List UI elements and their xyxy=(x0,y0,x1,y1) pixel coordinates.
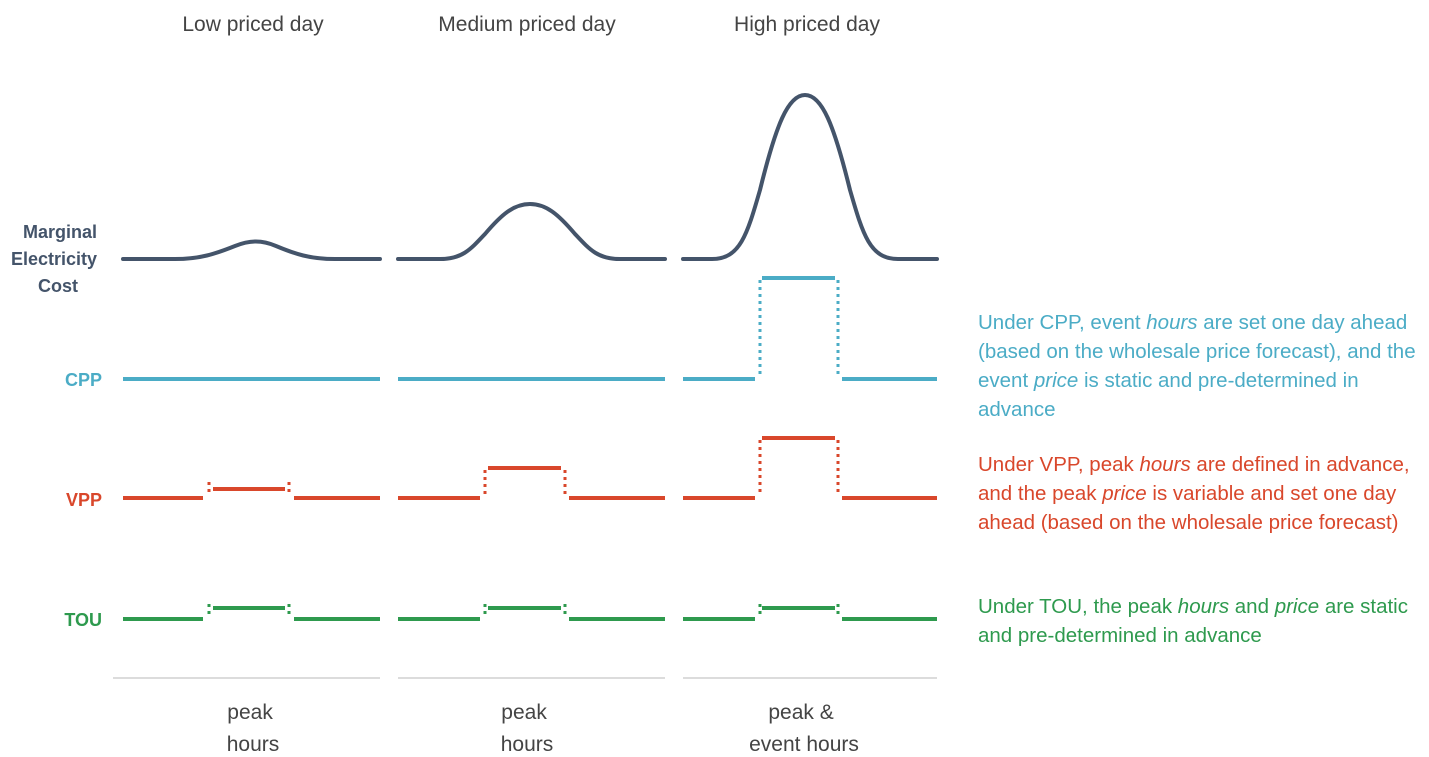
row-label-tou: TOU xyxy=(64,610,102,630)
row-label-marginal-cost: Marginal Electricity Cost xyxy=(11,222,102,296)
vpp-lines xyxy=(123,436,937,500)
row-label-cpp: CPP xyxy=(65,370,102,390)
cost-curve-medium xyxy=(396,202,667,261)
vpp-note-text: Under VPP, peak xyxy=(978,453,1140,476)
bottom-label-high: peak & event hours xyxy=(749,701,859,756)
tou-note-text: and xyxy=(1229,595,1275,618)
vpp-note-text: is variable and set one day ahead (based… xyxy=(978,482,1399,534)
cpp-explanation: Under CPP, event hours are set one day a… xyxy=(978,308,1418,424)
cpp-note-text: hours xyxy=(1146,311,1198,334)
column-title-high: High priced day xyxy=(734,13,880,36)
vpp-note-text: price xyxy=(1102,482,1147,505)
tou-note-text: are static and pre-determined in advance xyxy=(978,595,1408,647)
bottom-label-medium: peak hours xyxy=(501,701,554,756)
row-label-vpp: VPP xyxy=(66,490,102,510)
cpp-note-text: are set one day ahead (based on the whol… xyxy=(978,311,1416,392)
column-title-medium: Medium priced day xyxy=(438,13,616,36)
tou-lines xyxy=(123,604,937,621)
tou-explanation: Under TOU, the peak hours and price are … xyxy=(978,592,1418,650)
cpp-note-text: Under CPP, event xyxy=(978,311,1147,334)
vpp-explanation: Under VPP, peak hours are defined in adv… xyxy=(978,450,1418,537)
bottom-label-low: peak hours xyxy=(227,701,280,756)
vpp-note-text: hours xyxy=(1139,453,1191,476)
tou-note-text: price xyxy=(1274,595,1320,618)
column-title-low: Low priced day xyxy=(182,13,324,36)
cost-curve-high xyxy=(681,93,939,261)
cpp-note-text: price xyxy=(1033,369,1079,392)
cost-curve-low xyxy=(121,239,382,261)
cpp-note-text: is static and pre-determined in advance xyxy=(978,369,1359,421)
cpp-lines xyxy=(123,276,937,381)
tou-note-text: Under TOU, the peak xyxy=(978,595,1178,618)
marginal-cost-curves xyxy=(121,93,939,261)
vpp-note-text: are defined in advance, and the peak xyxy=(978,453,1410,505)
tou-note-text: hours xyxy=(1177,595,1230,618)
